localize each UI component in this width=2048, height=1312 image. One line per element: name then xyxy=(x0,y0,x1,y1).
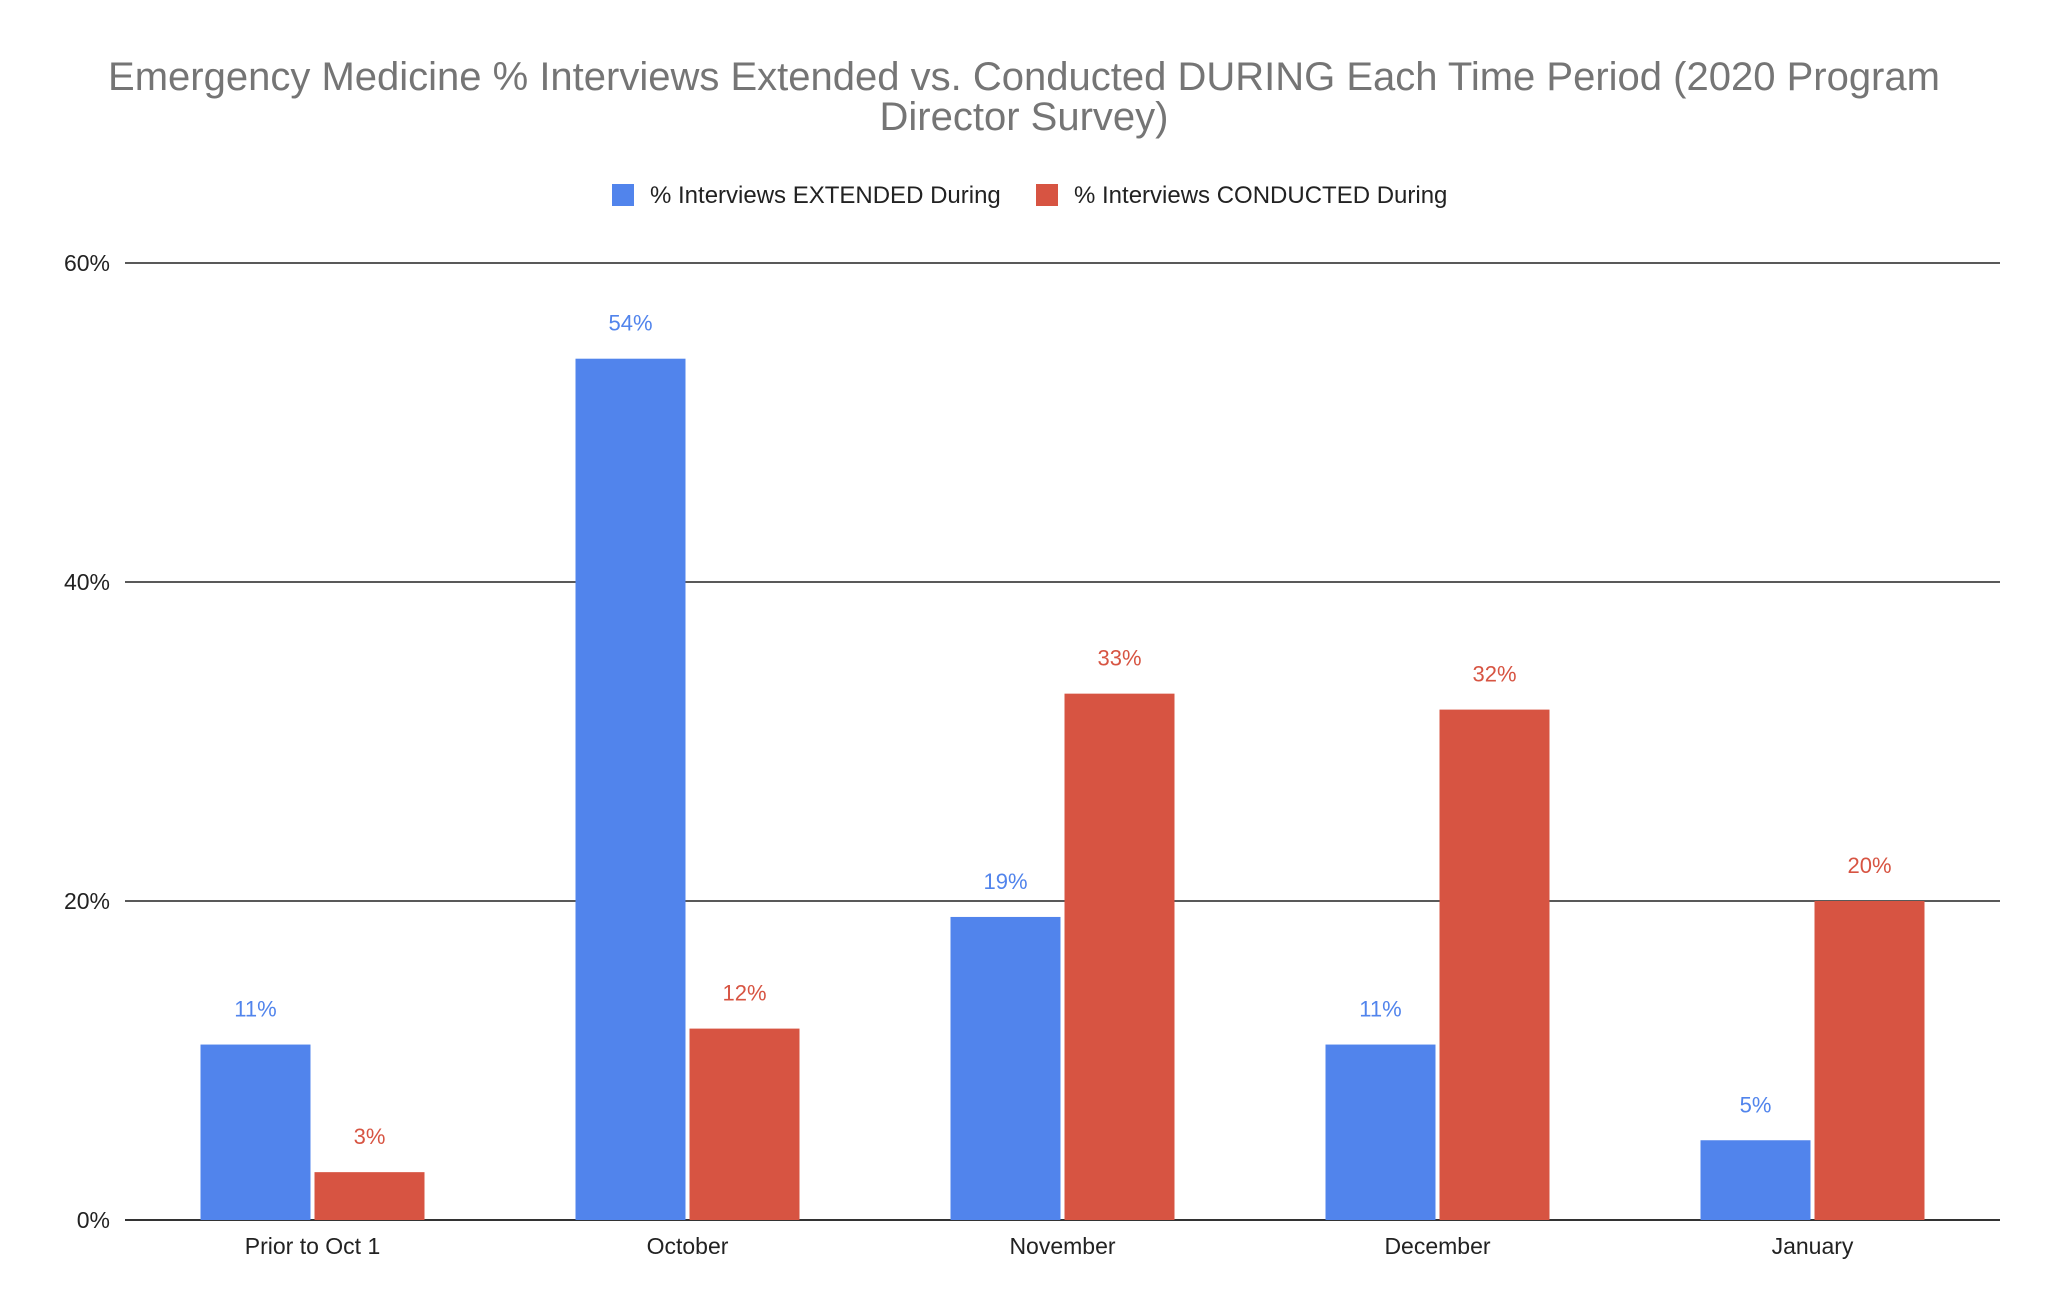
legend: % Interviews EXTENDED During % Interviews… xyxy=(612,182,1447,209)
data-label-conducted-4: 20% xyxy=(1847,853,1891,878)
y-tick-label: 0% xyxy=(77,1207,110,1233)
y-tick-label: 60% xyxy=(64,250,110,276)
bar-extended-4 xyxy=(1700,1140,1811,1220)
legend-label-extended: % Interviews EXTENDED During xyxy=(650,182,1001,209)
x-category-label: November xyxy=(1009,1233,1115,1259)
x-category-label: Prior to Oct 1 xyxy=(245,1233,380,1259)
x-category-label: October xyxy=(647,1233,729,1259)
data-label-extended-1: 54% xyxy=(608,311,652,336)
gridlines xyxy=(125,262,2000,1221)
chart-title: Emergency Medicine % Interviews Extended… xyxy=(108,55,1940,139)
data-label-conducted-0: 3% xyxy=(354,1124,386,1149)
bar-conducted-1 xyxy=(689,1028,800,1220)
bars xyxy=(200,358,1925,1220)
bar-conducted-2 xyxy=(1064,693,1175,1220)
legend-swatch-conducted xyxy=(1036,184,1058,206)
data-label-extended-0: 11% xyxy=(234,997,276,1022)
data-label-extended-2: 19% xyxy=(983,869,1027,894)
bar-conducted-4 xyxy=(1814,901,1925,1220)
legend-swatch-extended xyxy=(612,184,634,206)
x-category-label: December xyxy=(1384,1233,1490,1259)
bar-extended-0 xyxy=(200,1044,311,1220)
data-labels: 11% 3% 54% 12% 19% 33% 11% 32% 5% 20% xyxy=(234,311,1891,1149)
data-label-extended-4: 5% xyxy=(1740,1092,1772,1117)
y-tick-label: 40% xyxy=(64,569,110,595)
bar-extended-3 xyxy=(1325,1044,1436,1220)
y-tick-label: 20% xyxy=(64,888,110,914)
bar-extended-2 xyxy=(950,916,1061,1220)
data-label-conducted-2: 33% xyxy=(1097,646,1141,671)
data-label-conducted-1: 12% xyxy=(722,981,766,1006)
data-label-conducted-3: 32% xyxy=(1472,662,1516,687)
bar-conducted-0 xyxy=(314,1172,425,1220)
y-axis-ticks: 0% 20% 40% 60% xyxy=(64,250,110,1233)
chart-title-line-2: Director Survey) xyxy=(880,95,1169,139)
x-category-label: January xyxy=(1772,1233,1854,1259)
chart-title-line-1: Emergency Medicine % Interviews Extended… xyxy=(108,55,1940,99)
bar-extended-1 xyxy=(575,358,686,1220)
legend-label-conducted: % Interviews CONDUCTED During xyxy=(1074,182,1447,209)
data-label-extended-3: 11% xyxy=(1359,997,1401,1022)
bar-conducted-3 xyxy=(1439,709,1550,1220)
x-axis-labels: Prior to Oct 1 October November December Jan… xyxy=(245,1233,1854,1259)
